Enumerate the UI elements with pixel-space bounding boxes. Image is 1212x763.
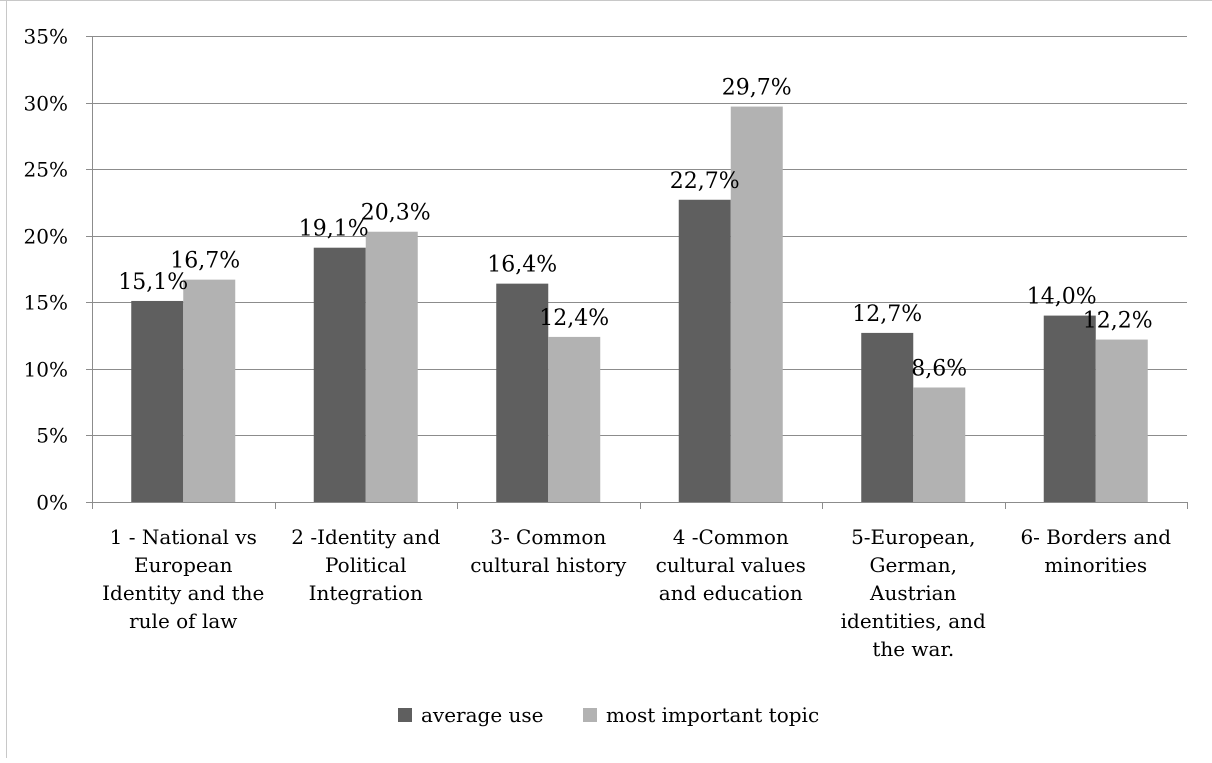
data-label: 8,6% [911,356,967,381]
data-label: 16,4% [487,253,557,278]
bar [730,106,783,503]
legend-swatch [583,708,597,722]
y-tick-label: 15% [24,291,68,315]
axes: 0% 5% 10% 15% 20% 25% 30% 35% 1 - National vs Eur… [24,25,1188,661]
legend-label: average use [421,703,544,727]
bar [678,199,731,502]
data-label: 22,7% [670,169,740,194]
data-label: 20,3% [361,201,431,226]
bar [913,387,966,502]
y-tick-label: 30% [24,92,68,116]
y-tick-label: 25% [24,158,68,182]
data-label: 16,7% [170,249,240,274]
bar [183,279,236,502]
data-label: 29,7% [722,76,792,101]
bar [548,336,601,502]
bar [1095,339,1148,502]
bar [131,300,184,502]
gridlines [92,36,1187,436]
legend: average use most important topic [398,703,819,727]
bar [1043,315,1096,502]
y-tick-label: 35% [24,25,68,49]
x-tick-label: 2 -Identity and Political Integration [291,525,440,605]
bar [313,247,366,502]
y-tick-label: 5% [36,424,68,448]
data-label: 12,7% [852,302,922,327]
data-label: 12,2% [1083,309,1153,334]
legend-label: most important topic [606,703,819,727]
x-tick-label: 3- Common cultural history [470,525,627,577]
x-tick-label: 6- Borders and minorities [1020,525,1171,577]
x-tick-label: 5-European, German, Austrian identities, an… [841,525,986,661]
y-tick-label: 20% [24,225,68,249]
y-tick-label: 10% [24,358,68,382]
data-labels: 15,1%16,7% 19,1%20,3% 16,4% 12,4% 22,7% 29,7%… [118,76,1152,382]
data-label: 12,4% [539,306,609,331]
data-label: 19,1% [299,217,369,242]
bar [861,332,914,502]
y-tick-label: 0% [36,491,68,515]
bar [365,231,418,502]
bars [131,106,1148,503]
data-label: 14,0% [1027,285,1097,310]
x-tick-label: 4 -Common cultural values and education [656,525,806,605]
legend-swatch [398,708,412,722]
data-label: 15,1% [118,270,188,295]
x-tick-label: 1 - National vs European Identity and the r… [102,525,264,633]
bar [496,283,549,502]
